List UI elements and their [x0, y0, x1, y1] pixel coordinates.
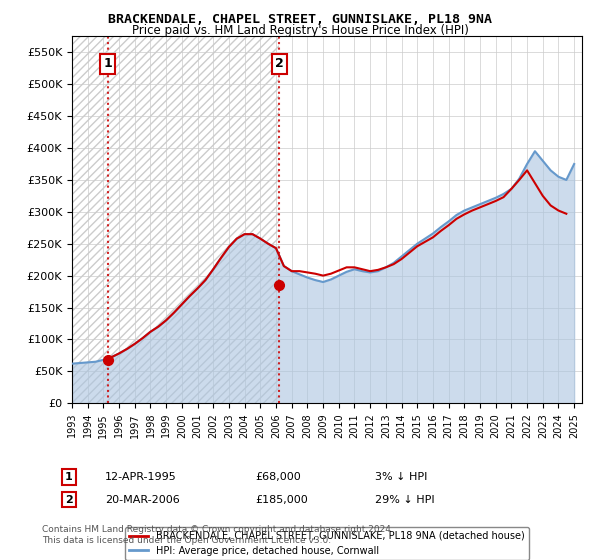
Text: Contains HM Land Registry data © Crown copyright and database right 2024.: Contains HM Land Registry data © Crown c… [42, 525, 394, 534]
Text: BRACKENDALE, CHAPEL STREET, GUNNISLAKE, PL18 9NA: BRACKENDALE, CHAPEL STREET, GUNNISLAKE, … [108, 13, 492, 26]
Text: 3% ↓ HPI: 3% ↓ HPI [375, 472, 427, 482]
Legend: BRACKENDALE, CHAPEL STREET, GUNNISLAKE, PL18 9NA (detached house), HPI: Average : BRACKENDALE, CHAPEL STREET, GUNNISLAKE, … [125, 527, 529, 560]
Text: 1: 1 [103, 58, 112, 71]
Text: 12-APR-1995: 12-APR-1995 [105, 472, 177, 482]
Text: Price paid vs. HM Land Registry's House Price Index (HPI): Price paid vs. HM Land Registry's House … [131, 24, 469, 37]
Text: 20-MAR-2006: 20-MAR-2006 [105, 494, 180, 505]
Text: 2: 2 [275, 58, 284, 71]
Text: 29% ↓ HPI: 29% ↓ HPI [375, 494, 434, 505]
Text: This data is licensed under the Open Government Licence v3.0.: This data is licensed under the Open Gov… [42, 536, 331, 545]
Text: 2: 2 [65, 494, 73, 505]
Text: £185,000: £185,000 [255, 494, 308, 505]
Text: £68,000: £68,000 [255, 472, 301, 482]
Text: 1: 1 [65, 472, 73, 482]
